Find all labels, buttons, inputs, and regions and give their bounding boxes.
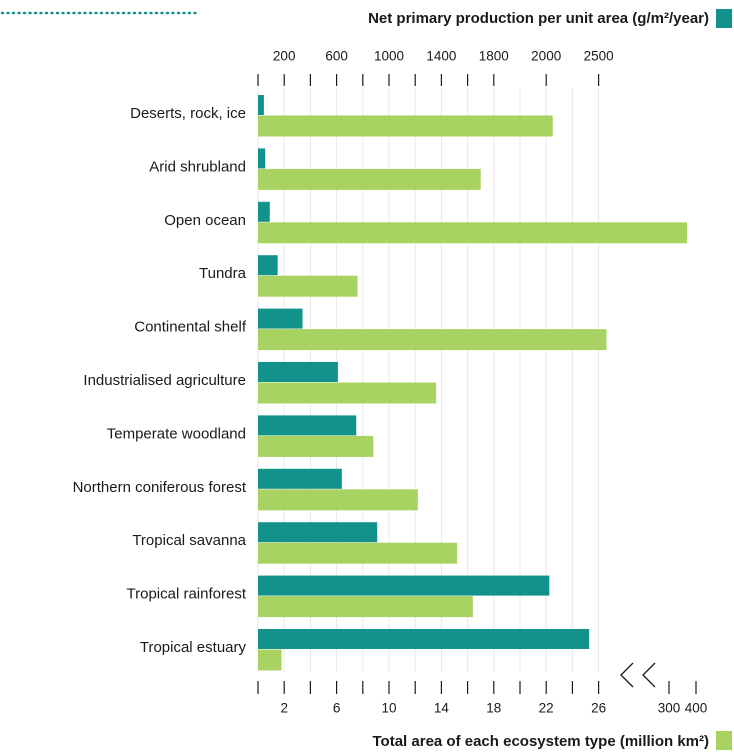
bar	[258, 435, 374, 457]
x-tick-label: 400	[685, 701, 708, 716]
bar	[258, 308, 303, 329]
bar	[258, 255, 278, 276]
category-label: Temperate woodland	[107, 425, 246, 442]
category-label: Tropical savanna	[132, 532, 246, 549]
x-tick-label: 10	[381, 701, 396, 716]
category-label: Tropical estuary	[140, 639, 247, 656]
bar	[258, 168, 481, 190]
x2-tick-label: 200	[273, 49, 296, 64]
category-label: Tropical rainforest	[127, 586, 247, 603]
bar	[258, 275, 358, 297]
bar	[258, 489, 418, 511]
category-label: Tundra	[199, 265, 247, 282]
bar	[258, 575, 550, 596]
bar	[258, 201, 270, 222]
bar	[258, 415, 357, 436]
bar	[258, 522, 378, 543]
bar	[258, 649, 282, 671]
x-tick-label: 2	[280, 701, 288, 716]
category-label: Industrialised agriculture	[83, 372, 246, 389]
x-tick-label: 14	[434, 701, 450, 716]
bar	[258, 115, 553, 137]
top-axis-title: Net primary production per unit area (g/…	[368, 10, 709, 27]
bar	[258, 222, 688, 244]
bar	[258, 382, 437, 404]
bar	[258, 468, 342, 489]
legend-swatch	[716, 9, 732, 28]
x-tick-label: 26	[591, 701, 606, 716]
x-tick-label: 22	[539, 701, 554, 716]
break-mark	[620, 662, 634, 688]
bar	[258, 362, 338, 382]
category-label: Arid shrubland	[149, 158, 246, 175]
bottom-axis-title: Total area of each ecosystem type (milli…	[373, 733, 710, 750]
bar	[258, 329, 607, 351]
axis-break	[620, 662, 656, 688]
legend-swatch	[716, 731, 732, 750]
break-mark	[642, 662, 656, 688]
x-tick-label: 6	[333, 701, 341, 716]
x2-tick-label: 1800	[479, 49, 509, 64]
category-label: Deserts, rock, ice	[130, 105, 246, 122]
bar	[258, 629, 590, 649]
x-tick-label: 300	[658, 701, 681, 716]
category-label: Open ocean	[164, 212, 246, 229]
category-label: Continental shelf	[134, 319, 247, 336]
category-label: Northern coniferous forest	[73, 479, 247, 496]
x2-tick-label: 600	[325, 49, 348, 64]
bar	[258, 95, 264, 115]
bar	[258, 596, 473, 618]
x2-tick-label: 1400	[426, 49, 456, 64]
x2-tick-label: 2000	[531, 49, 561, 64]
bar	[258, 148, 266, 169]
x2-tick-label: 2500	[584, 49, 614, 64]
x2-tick-label: 1000	[374, 49, 404, 64]
x-tick-label: 18	[486, 701, 501, 716]
bar	[258, 542, 458, 564]
